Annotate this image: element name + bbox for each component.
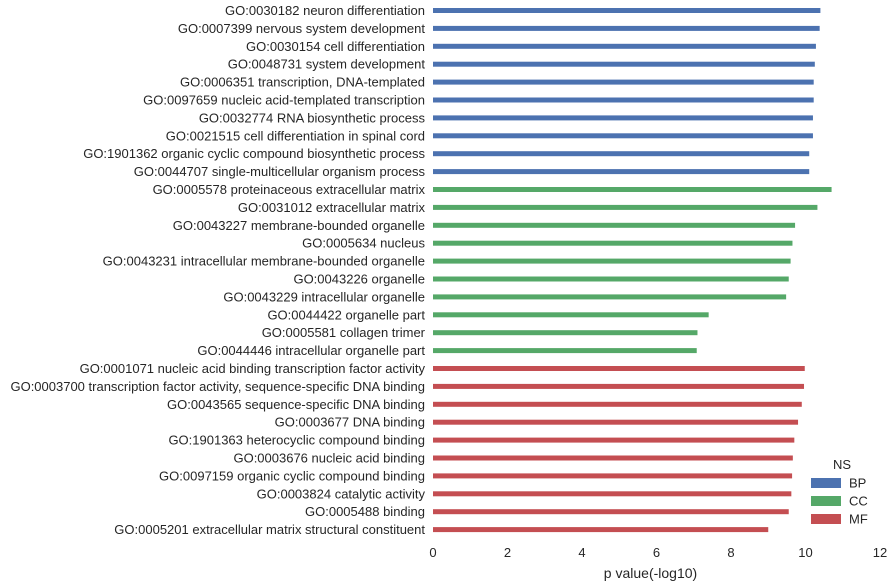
bar-mf [433,473,793,479]
bar-mf [433,491,792,497]
category-label: GO:0005488 binding [305,504,425,519]
category-label: GO:0007399 nervous system development [178,21,426,36]
bars-layer [433,8,832,533]
category-label: GO:0043565 sequence-specific DNA binding [167,397,425,412]
category-label: GO:0003676 nucleic acid binding [233,451,425,466]
legend-label-bp: BP [849,476,866,491]
category-label: GO:0044446 intracellular organelle part [197,343,425,358]
x-tick-label: 2 [504,545,511,560]
category-label: GO:0097159 organic cyclic compound bindi… [159,468,425,483]
category-label: GO:0097659 nucleic acid-templated transc… [143,93,425,108]
legend-entries: BP CC MF [811,476,868,527]
legend-swatch-mf [811,514,841,524]
category-label: GO:0043226 organelle [293,272,425,287]
x-tick-label: 4 [578,545,585,560]
category-label: GO:0021515 cell differentiation in spina… [166,128,425,143]
category-label: GO:0031012 extracellular matrix [238,200,426,215]
bar-cc [433,312,709,318]
bar-bp [433,151,810,157]
bar-bp [433,97,814,103]
category-label: GO:0005578 proteinaceous extracellular m… [153,182,426,197]
bar-bp [433,25,820,31]
category-label: GO:0032774 RNA biosynthetic process [199,110,426,125]
bar-mf [433,366,805,371]
bar-bp [433,8,821,13]
bar-bp [433,79,814,85]
category-label: GO:0005201 extracellular matrix structur… [114,522,425,537]
x-tick-label: 6 [653,545,660,560]
bar-cc [433,348,697,354]
category-label: GO:0005581 collagen trimer [262,325,426,340]
bar-bp [433,115,813,121]
category-label: GO:0044707 single-multicellular organism… [134,164,426,179]
bar-cc [433,222,796,228]
bar-bp [433,43,816,49]
legend-title: NS [833,457,851,472]
bar-mf [433,527,769,533]
category-label: GO:0043231 intracellular membrane-bounde… [103,254,425,269]
bar-cc [433,204,818,210]
bar-cc [433,294,787,300]
category-label: GO:0003677 DNA binding [275,415,425,430]
bar-cc [433,240,793,246]
category-label: GO:0044422 organelle part [267,307,425,322]
bar-cc [433,187,832,192]
category-label: GO:0030182 neuron differentiation [225,3,425,18]
bar-mf [433,455,793,461]
legend: NS BP CC MF [811,457,868,527]
category-label: GO:0003824 catalytic activity [257,486,426,501]
category-label: GO:0043227 membrane-bounded organelle [173,218,425,233]
category-label: GO:0006351 transcription, DNA-templated [180,75,425,90]
x-tick-label: 0 [429,545,436,560]
bar-mf [433,419,799,425]
category-label: GO:0030154 cell differentiation [246,39,425,54]
x-tick-label: 12 [873,545,887,560]
x-tick-label: 10 [798,545,812,560]
bar-bp [433,169,810,175]
category-label: GO:1901362 organic cyclic compound biosy… [83,146,425,161]
bar-cc [433,330,698,336]
legend-label-cc: CC [849,494,868,509]
legend-swatch-bp [811,478,841,488]
category-label: GO:0048731 system development [228,57,426,72]
bar-mf [433,401,802,407]
x-tick-label: 8 [727,545,734,560]
category-label: GO:0003700 transcription factor activity… [10,379,425,394]
x-axis-ticks: 0 2 4 6 8 10 12 [429,545,887,560]
category-label: GO:1901363 heterocyclic compound binding [168,433,425,448]
category-label: GO:0005634 nucleus [302,236,425,251]
bar-bp [433,61,815,67]
bar-bp [433,133,813,139]
legend-label-mf: MF [849,512,868,527]
bar-mf [433,509,789,515]
category-label: GO:0043229 intracellular organelle [223,289,425,304]
bar-mf [433,383,805,389]
x-axis-title: p value(-log10) [604,565,697,581]
category-label: GO:0001071 nucleic acid binding transcri… [80,361,426,376]
legend-swatch-cc [811,496,841,506]
bar-mf [433,437,795,443]
bar-cc [433,276,789,282]
category-labels: GO:0030182 neuron differentiation GO:0007… [10,3,425,537]
bar-cc [433,258,791,264]
